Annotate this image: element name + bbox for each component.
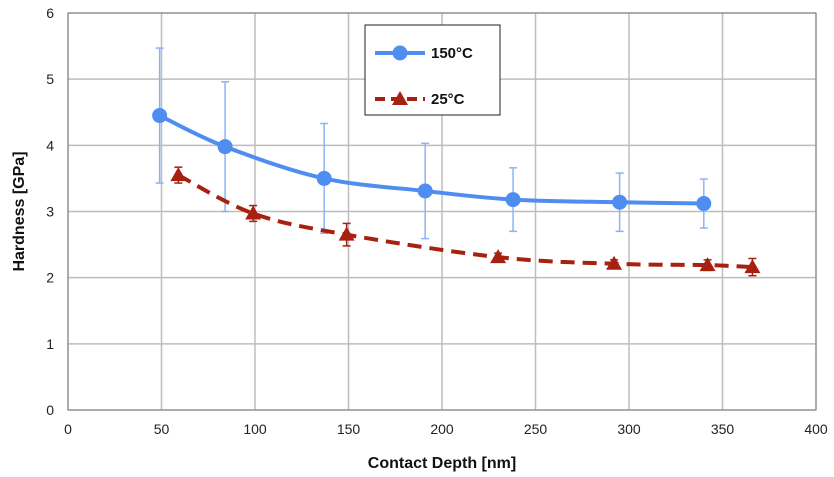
- y-axis-title: Hardness [GPa]: [11, 151, 28, 271]
- data-point: [217, 139, 233, 155]
- data-point: [316, 170, 332, 186]
- data-point: [170, 167, 187, 182]
- y-tick-label-5: 5: [46, 71, 54, 87]
- y-tick-label-3: 3: [46, 204, 54, 220]
- x-tick-label-250: 250: [524, 421, 548, 437]
- legend-marker-150c: [392, 45, 408, 61]
- data-point: [490, 249, 507, 264]
- x-tick-label-350: 350: [711, 421, 735, 437]
- data-point: [744, 259, 761, 274]
- legend: 150°C 25°C: [364, 24, 501, 116]
- y-tick-label-2: 2: [46, 270, 54, 286]
- plot-area-border: [67, 12, 817, 411]
- data-point: [245, 205, 262, 220]
- legend-label-25c: 25°C: [431, 91, 465, 108]
- y-tick-label-6: 6: [46, 5, 54, 21]
- series-line: [177, 173, 753, 270]
- x-tick-label-150: 150: [337, 421, 361, 437]
- y-tick-label-1: 1: [46, 336, 54, 352]
- data-point: [338, 226, 355, 241]
- x-tick-label-200: 200: [430, 421, 454, 437]
- data-point: [699, 257, 716, 272]
- legend-box: [364, 24, 501, 116]
- series-150c: [152, 47, 712, 240]
- x-tick-label-300: 300: [617, 421, 641, 437]
- x-axis-title: Contact Depth [nm]: [368, 455, 516, 472]
- x-tick-label-100: 100: [243, 421, 267, 437]
- legend-marker-shape: [392, 45, 408, 61]
- y-tick-label-4: 4: [46, 137, 54, 153]
- data-point: [417, 183, 433, 199]
- data-point: [612, 194, 628, 210]
- x-tick-label-50: 50: [154, 421, 170, 437]
- data-point: [505, 192, 521, 208]
- x-tick-label-0: 0: [64, 421, 72, 437]
- data-point: [696, 196, 712, 212]
- series: [152, 47, 761, 277]
- data-point: [152, 108, 168, 124]
- legend-marker-shape: [392, 91, 408, 105]
- x-tick-label-400: 400: [804, 421, 828, 437]
- y-tick-label-0: 0: [46, 402, 54, 418]
- data-point: [606, 255, 623, 270]
- series-25c: [170, 166, 761, 277]
- legend-label-150c: 150°C: [431, 45, 473, 62]
- legend-marker-25c: [392, 91, 408, 105]
- axis-ticks: 0 50 100 150 200 250 300 350 400 0 1 2 3 4 5 6: [46, 5, 828, 437]
